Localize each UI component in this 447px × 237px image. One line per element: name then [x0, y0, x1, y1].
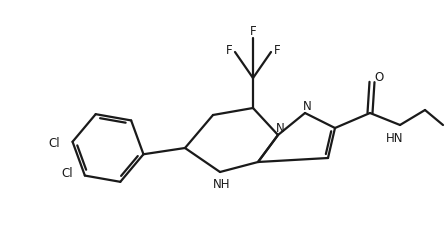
Text: F: F	[250, 24, 256, 37]
Text: Cl: Cl	[61, 167, 73, 180]
Text: O: O	[375, 70, 384, 83]
Text: N: N	[303, 100, 312, 113]
Text: Cl: Cl	[49, 137, 60, 150]
Text: F: F	[274, 44, 280, 56]
Text: N: N	[276, 122, 284, 135]
Text: F: F	[226, 44, 232, 56]
Text: NH: NH	[213, 178, 231, 191]
Text: HN: HN	[386, 132, 404, 145]
